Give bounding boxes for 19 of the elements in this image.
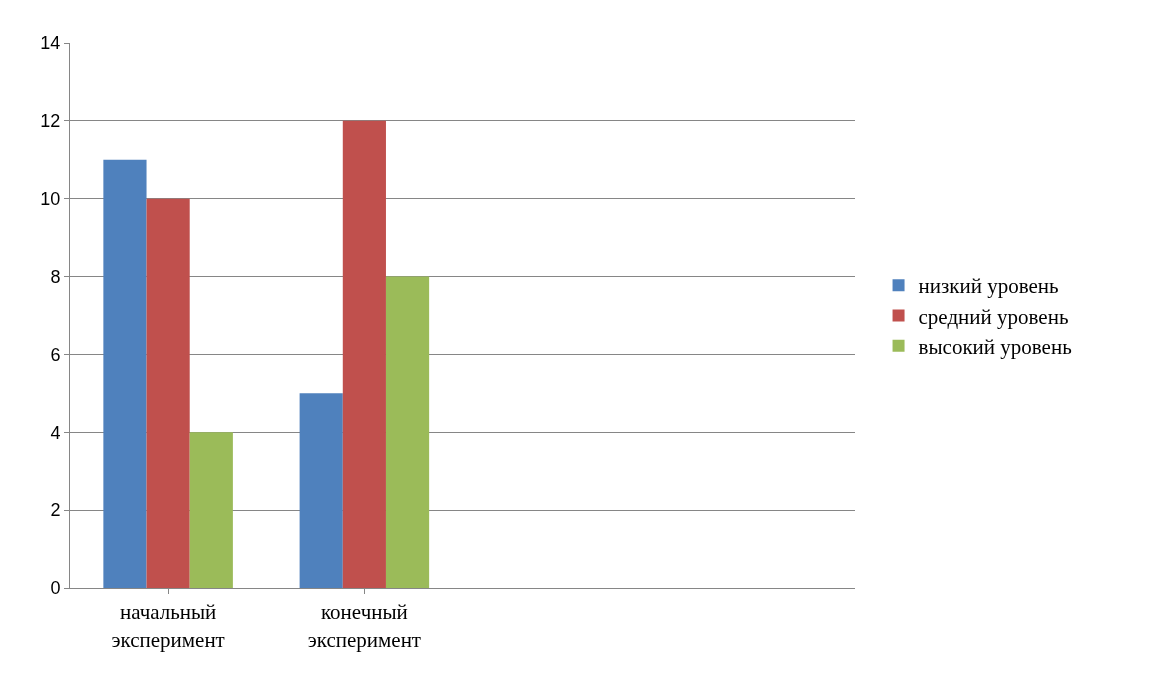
y-tick-label: 2: [50, 500, 61, 521]
x-tick-label: конечный эксперимент: [307, 600, 422, 652]
bar: [146, 198, 190, 588]
y-tick-label: 4: [50, 422, 61, 443]
y-tick-label: 10: [40, 189, 61, 210]
bar: [189, 432, 233, 588]
y-tick-label: 8: [50, 266, 61, 287]
y-tick-label: 12: [40, 111, 61, 132]
bar: [385, 276, 430, 588]
legend-label: средний уровень: [918, 304, 1069, 329]
bar: [299, 393, 343, 588]
legend-label: высокий уровень: [918, 334, 1072, 359]
x-tick-label: начальный эксперимент: [111, 600, 225, 652]
y-tick-label: 14: [40, 33, 61, 54]
bar: [342, 120, 386, 588]
bar: [103, 159, 147, 588]
y-tick-label: 6: [50, 344, 61, 365]
legend-label: низкий уровень: [918, 274, 1059, 299]
y-tick-label: 0: [50, 578, 61, 599]
